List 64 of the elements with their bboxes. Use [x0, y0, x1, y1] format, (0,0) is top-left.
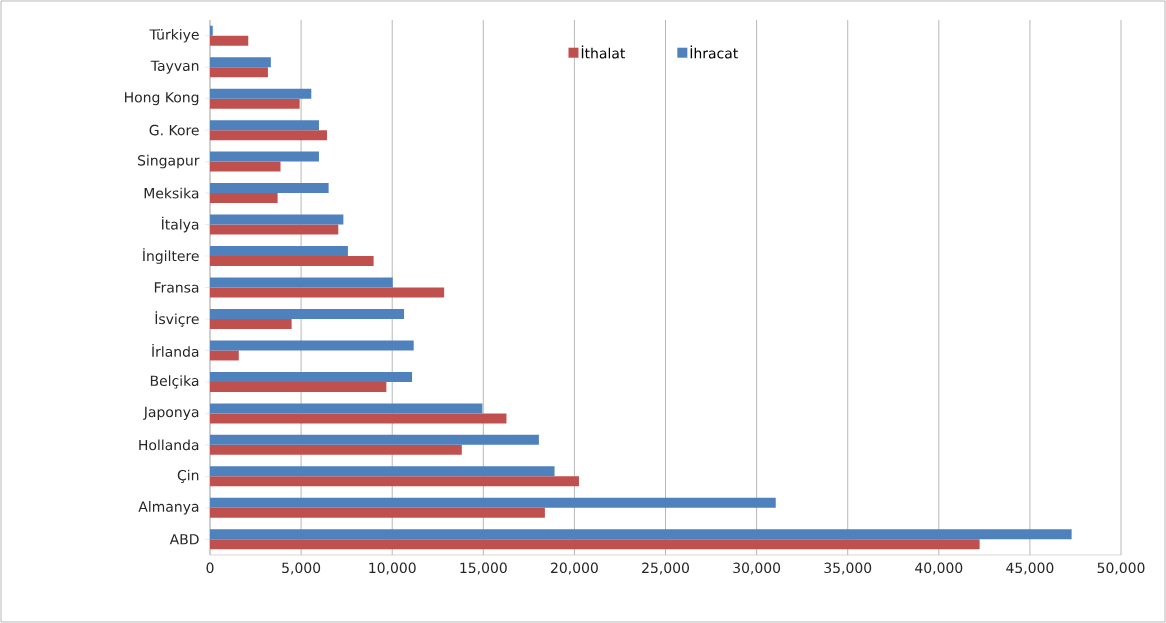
bar: [210, 25, 213, 36]
bar: [210, 350, 239, 361]
bar: [210, 340, 414, 351]
y-tick-label: Almanya: [138, 501, 199, 515]
bar: [210, 529, 1072, 540]
y-tick-label: İngiltere: [143, 248, 199, 264]
bar: [210, 308, 405, 319]
y-tick-label: Hong Kong: [125, 92, 199, 106]
x-tick-label: 50,000: [1097, 562, 1145, 575]
bar: [210, 98, 300, 109]
bar: [210, 57, 271, 68]
bar: [210, 161, 281, 172]
bar: [210, 183, 329, 194]
y-tick-label: Meksika: [144, 187, 199, 199]
x-tick-label: 0: [206, 562, 214, 574]
y-tick-label: İrlanda: [152, 343, 199, 357]
bar: [210, 403, 483, 414]
bar: [210, 497, 776, 508]
bar: [210, 214, 344, 225]
x-tick-label: 20,000: [551, 562, 598, 575]
y-tick-label: Belçika: [150, 375, 199, 389]
x-tick-label: 30,000: [733, 562, 781, 575]
bar: [210, 246, 348, 257]
bar: [210, 507, 545, 518]
x-tick-label: 15,000: [460, 562, 507, 575]
y-tick-label: G. Kore: [149, 124, 199, 136]
bar: [210, 193, 278, 204]
x-tick-label: 45,000: [1006, 562, 1054, 575]
bar: [210, 413, 507, 424]
y-tick-label: İtalya: [162, 216, 199, 233]
x-tick-label: 10,000: [369, 562, 416, 575]
y-tick-label: Hollanda: [139, 439, 199, 451]
bar: [210, 256, 374, 267]
y-tick-label: Çin: [177, 469, 199, 483]
y-tick-label: Türkiye: [149, 28, 199, 43]
bar: [210, 287, 445, 298]
x-tick-label: 25,000: [642, 562, 689, 575]
bar: [210, 371, 413, 382]
bar: [210, 466, 555, 477]
bar: [210, 277, 393, 288]
bar: [210, 539, 980, 550]
y-tick-label: Tayvan: [150, 60, 199, 74]
y-tick-label: İsviçre: [155, 311, 199, 327]
bar: [210, 434, 539, 445]
legend-label: İhracat: [690, 45, 738, 59]
bar: [210, 67, 268, 78]
bar: [210, 444, 462, 455]
y-tick-label: Singapur: [138, 154, 200, 169]
x-tick-label: 35,000: [824, 562, 872, 575]
y-tick-label: Japonya: [143, 406, 199, 420]
bar: [210, 476, 579, 487]
y-tick-label: Fransa: [154, 282, 199, 293]
legend-label: İthalat: [581, 45, 626, 59]
bar: [210, 381, 387, 392]
y-tick-label: ABD: [169, 534, 199, 545]
x-tick-label: 5,000: [282, 562, 321, 575]
bar: [210, 130, 327, 141]
bar: [210, 88, 312, 99]
bar: [210, 318, 292, 329]
bar: [210, 151, 319, 162]
bar: [210, 224, 339, 235]
x-tick-label: 40,000: [915, 562, 963, 575]
bar: [210, 35, 249, 46]
bar: [210, 120, 319, 131]
